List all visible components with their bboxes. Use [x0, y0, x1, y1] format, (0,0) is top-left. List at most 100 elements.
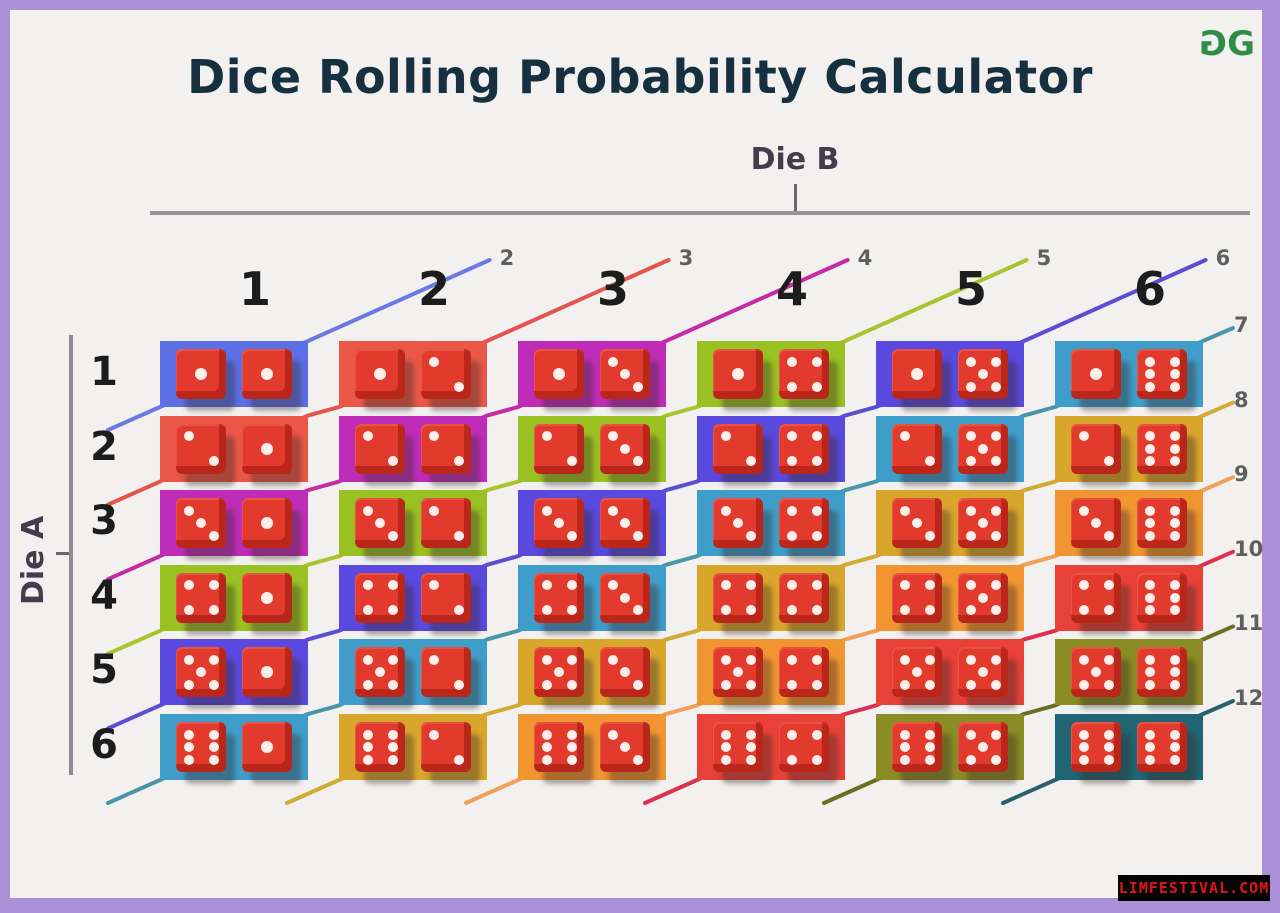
pip	[745, 729, 756, 740]
pip	[720, 754, 731, 765]
pip	[1144, 443, 1155, 454]
geeksforgeeks-logo: GG	[1202, 24, 1255, 64]
pip	[1078, 505, 1089, 516]
pip	[1144, 742, 1155, 752]
cell-a2-b5-sum7	[876, 415, 1024, 482]
pip	[811, 679, 822, 690]
pip	[375, 667, 385, 678]
pip	[208, 456, 219, 467]
die-face-2	[421, 572, 471, 623]
pip	[720, 654, 731, 665]
pip	[566, 729, 577, 740]
pip	[965, 431, 976, 442]
sum-label-10: 10	[1234, 536, 1264, 561]
die-face-5	[958, 647, 1008, 698]
pip	[620, 742, 630, 752]
sum-label-7: 7	[1234, 313, 1249, 337]
pip	[183, 754, 194, 765]
sum-label-5: 5	[1036, 246, 1052, 270]
pip	[811, 505, 822, 516]
cell-a4-b3-sum7	[518, 564, 666, 631]
die-b-axis-tick	[794, 184, 797, 212]
pip	[566, 679, 577, 690]
pip	[720, 742, 731, 752]
pip	[965, 679, 976, 690]
pip	[990, 505, 1001, 516]
pip	[208, 580, 219, 591]
pip	[899, 754, 910, 765]
pip	[607, 431, 618, 442]
pip	[1103, 679, 1114, 690]
column-header-1: 1	[238, 262, 271, 316]
pip	[924, 754, 935, 765]
pip	[965, 605, 976, 616]
die-face-3	[600, 647, 650, 698]
pip	[632, 679, 643, 690]
pip	[786, 729, 797, 740]
pip	[607, 505, 618, 516]
pip	[1169, 530, 1180, 541]
pip	[261, 591, 273, 604]
pip	[1103, 754, 1114, 765]
pip	[261, 442, 273, 455]
pip	[1078, 754, 1089, 765]
pip	[990, 530, 1001, 541]
die-face-2	[1071, 423, 1121, 474]
pip	[183, 605, 194, 616]
pip	[720, 729, 731, 740]
column-header-5: 5	[954, 262, 987, 316]
cell-a1-b5-sum6	[876, 341, 1024, 407]
pip	[1078, 742, 1089, 752]
pip	[1144, 592, 1155, 603]
die-face-2	[421, 423, 471, 474]
cell-a2-b4-sum6	[697, 415, 845, 482]
cell-a5-b5-sum10	[876, 639, 1024, 706]
die-face-1	[713, 349, 763, 399]
pip	[1144, 754, 1155, 765]
die-face-2	[421, 498, 471, 549]
die-face-6	[1137, 498, 1187, 549]
pip	[978, 667, 988, 678]
logo-g-right: G	[1227, 24, 1255, 64]
pip	[745, 754, 756, 765]
pip	[965, 754, 976, 765]
pip	[811, 580, 822, 591]
die-face-3	[176, 498, 226, 549]
pip	[745, 679, 756, 690]
pip	[899, 729, 910, 740]
pip	[428, 505, 439, 516]
pip	[541, 742, 552, 752]
pip	[183, 654, 194, 665]
sum-label-9: 9	[1234, 462, 1249, 487]
pip	[720, 431, 731, 442]
pip	[1169, 456, 1180, 467]
pip	[1169, 381, 1180, 392]
pip	[428, 729, 439, 740]
die-face-4	[779, 722, 829, 772]
pip	[541, 654, 552, 665]
pip	[632, 530, 643, 541]
pip	[745, 580, 756, 591]
cell-a1-b6-sum7	[1055, 341, 1203, 407]
pip	[965, 456, 976, 467]
die-a-axis-tick	[56, 552, 69, 555]
pip	[1144, 431, 1155, 442]
die-face-3	[600, 722, 650, 772]
pip	[541, 580, 552, 591]
die-face-1	[1071, 349, 1121, 399]
pip	[786, 530, 797, 541]
die-face-5	[958, 498, 1008, 549]
sum-label-4: 4	[857, 246, 873, 270]
pip	[899, 505, 910, 516]
pip	[541, 505, 552, 516]
pip	[811, 754, 822, 765]
pip	[1169, 605, 1180, 616]
pip	[453, 456, 464, 467]
pip	[745, 605, 756, 616]
pip	[1144, 679, 1155, 690]
pip	[208, 605, 219, 616]
column-header-2: 2	[417, 262, 450, 316]
pip	[1103, 654, 1114, 665]
pip	[1169, 580, 1180, 591]
pip	[1091, 667, 1101, 678]
